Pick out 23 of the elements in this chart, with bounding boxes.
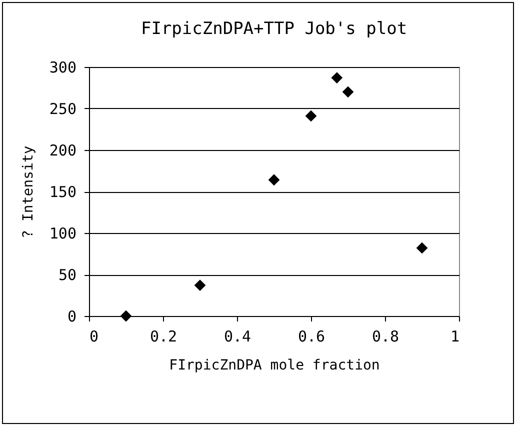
point <box>331 72 343 84</box>
x-tick-label: 0.2 <box>150 328 178 346</box>
point <box>194 280 206 291</box>
chart-title: FIrpicZnDPA+TTP Job's plot <box>140 19 408 39</box>
y-tick-label: 50 <box>58 266 76 284</box>
x-axis-title: FIrpicZnDPA mole fraction <box>169 358 380 374</box>
x-tick-label: 0 <box>90 328 99 346</box>
y-tick-label: 200 <box>49 142 76 160</box>
x-tick-label: 0.4 <box>224 328 252 346</box>
y-axis-title: ? Intensity <box>20 146 36 238</box>
x-tick-label: 0.6 <box>298 328 326 346</box>
y-tick-label: 300 <box>49 58 76 76</box>
y-tick-label: 0 <box>67 308 76 326</box>
point <box>416 242 428 254</box>
y-tick-label: 250 <box>49 100 76 118</box>
x-tick-label: 0.8 <box>372 328 400 346</box>
y-tick-label: 150 <box>49 183 76 201</box>
point <box>342 86 354 98</box>
point <box>305 110 317 122</box>
point <box>120 310 132 322</box>
y-tick-label: 100 <box>49 224 76 242</box>
x-tick-label: 1 <box>450 328 460 346</box>
point <box>268 174 280 186</box>
